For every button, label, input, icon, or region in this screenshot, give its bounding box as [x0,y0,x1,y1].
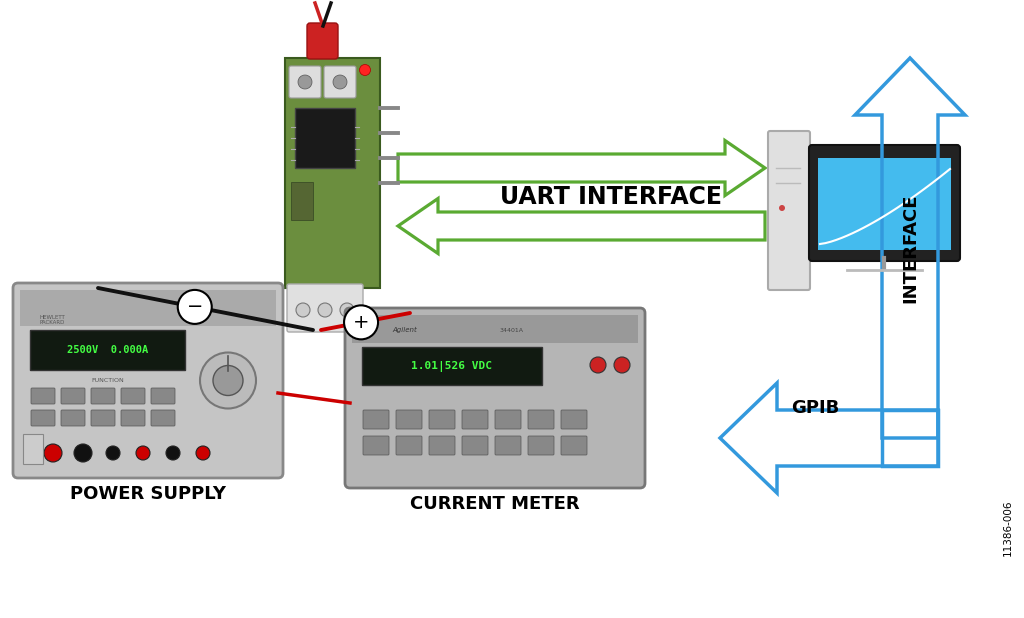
Text: HEWLETT
PACKARD: HEWLETT PACKARD [40,315,66,326]
Circle shape [44,444,62,462]
FancyBboxPatch shape [345,308,645,488]
FancyBboxPatch shape [352,315,638,343]
FancyBboxPatch shape [30,330,185,370]
FancyBboxPatch shape [291,182,313,220]
Circle shape [136,446,150,460]
Circle shape [213,365,243,396]
Text: −: − [186,297,203,316]
FancyBboxPatch shape [818,158,951,250]
Circle shape [333,75,347,89]
FancyBboxPatch shape [462,410,488,429]
FancyBboxPatch shape [289,66,321,98]
FancyBboxPatch shape [396,410,422,429]
FancyBboxPatch shape [121,410,145,426]
Circle shape [196,446,210,460]
FancyBboxPatch shape [528,410,554,429]
Circle shape [359,64,371,75]
FancyBboxPatch shape [61,410,85,426]
FancyBboxPatch shape [429,410,455,429]
Circle shape [344,305,378,339]
FancyBboxPatch shape [307,23,338,59]
FancyBboxPatch shape [324,66,356,98]
FancyBboxPatch shape [151,388,175,404]
Text: +: + [353,313,370,332]
FancyBboxPatch shape [91,388,115,404]
FancyBboxPatch shape [121,388,145,404]
Circle shape [166,446,180,460]
FancyBboxPatch shape [285,58,380,288]
FancyBboxPatch shape [768,131,810,290]
FancyBboxPatch shape [429,436,455,455]
Text: Agilent: Agilent [392,327,417,333]
Circle shape [74,444,92,462]
FancyBboxPatch shape [561,436,587,455]
FancyBboxPatch shape [561,410,587,429]
FancyBboxPatch shape [528,436,554,455]
FancyBboxPatch shape [462,436,488,455]
FancyBboxPatch shape [495,436,521,455]
FancyBboxPatch shape [31,410,55,426]
FancyBboxPatch shape [295,108,355,168]
Circle shape [614,357,630,373]
Text: CURRENT METER: CURRENT METER [411,495,580,513]
FancyBboxPatch shape [91,410,115,426]
Text: INTERFACE: INTERFACE [901,193,919,303]
FancyBboxPatch shape [31,388,55,404]
FancyBboxPatch shape [287,284,362,332]
FancyBboxPatch shape [362,410,389,429]
Circle shape [779,205,785,211]
Text: UART INTERFACE: UART INTERFACE [501,185,723,209]
Text: POWER SUPPLY: POWER SUPPLY [70,485,226,503]
Circle shape [318,303,332,317]
Circle shape [296,303,310,317]
FancyBboxPatch shape [809,145,961,261]
Text: 34401A: 34401A [500,328,524,332]
FancyBboxPatch shape [20,290,276,326]
Circle shape [340,303,354,317]
Circle shape [178,290,212,324]
Circle shape [590,357,606,373]
FancyBboxPatch shape [495,410,521,429]
Circle shape [200,352,256,408]
Text: FUNCTION: FUNCTION [91,378,124,383]
Circle shape [298,75,312,89]
Circle shape [106,446,120,460]
FancyBboxPatch shape [396,436,422,455]
Text: 1.01|526 VDC: 1.01|526 VDC [412,360,493,371]
FancyBboxPatch shape [362,347,542,385]
FancyBboxPatch shape [151,410,175,426]
FancyBboxPatch shape [362,436,389,455]
Text: GPIB: GPIB [791,399,839,417]
FancyBboxPatch shape [13,283,283,478]
FancyBboxPatch shape [23,434,43,464]
Text: 2500V  0.000A: 2500V 0.000A [68,345,148,355]
FancyBboxPatch shape [61,388,85,404]
Text: 11386-006: 11386-006 [1002,500,1013,556]
